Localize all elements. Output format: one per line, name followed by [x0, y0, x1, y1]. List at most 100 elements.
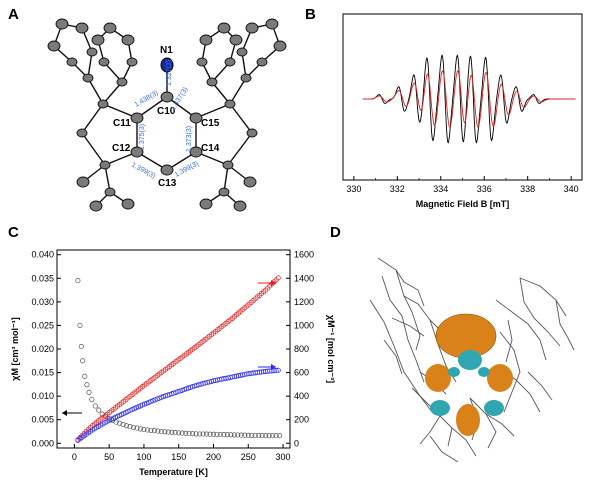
- chi-y-tick-label: 0.030: [31, 297, 54, 307]
- chi-data-point: [155, 428, 161, 434]
- chi-data-point: [89, 396, 95, 402]
- atom-label-c10: C10: [157, 106, 176, 117]
- orbital-lobes: [425, 313, 513, 436]
- chi-x-tick-label: 250: [241, 452, 256, 462]
- chi-data-point: [221, 432, 227, 438]
- chi-y-tick-label: 0.010: [31, 391, 54, 401]
- epr-x-tick-label: 330: [346, 184, 361, 194]
- chi-x-tick-label: 50: [104, 452, 114, 462]
- chi-data-point: [214, 431, 220, 437]
- chi-data-point: [266, 433, 272, 439]
- chi-data-point: [117, 420, 123, 426]
- atom-label-c13: C13: [158, 178, 177, 189]
- chi-y-tick-label: 0.015: [31, 368, 54, 378]
- chi-y-tick-label: 0.020: [31, 344, 54, 354]
- panel-label-a: A: [8, 6, 19, 23]
- panel-label-b: B: [305, 6, 316, 23]
- panel-label-c: C: [8, 224, 19, 241]
- chi-data-point: [190, 431, 196, 437]
- epr-spectrum-chart: 330 332 334 336 338 340 Magnetic Field B [mT]: [342, 13, 583, 209]
- chi-data-point: [270, 433, 276, 439]
- chi-x-axis-label: Temperature [K]: [139, 467, 208, 477]
- chi-y-right-tick-label: 200: [294, 415, 309, 425]
- chi-data-point: [193, 431, 199, 437]
- thermal-ellipsoids: [47, 18, 287, 212]
- chi-data-point: [217, 431, 223, 438]
- chi-y-tick-label: 0.000: [31, 438, 54, 448]
- chi-y-right-tick-label: 800: [294, 344, 309, 354]
- atom-label-n1: N1: [160, 45, 173, 56]
- chi-data-point: [197, 431, 203, 437]
- chi-data-point: [82, 373, 88, 379]
- inverse-chi-fit-point: [273, 367, 279, 374]
- panel-label-d: D: [330, 224, 341, 241]
- chi-data-point: [224, 432, 230, 438]
- chi-data-point: [172, 430, 178, 436]
- chi-data-point: [77, 322, 83, 328]
- chi-x-tick-label: 300: [276, 452, 291, 462]
- chi-data-point: [259, 433, 265, 439]
- epr-experimental-trace: [362, 54, 576, 144]
- chi-y-tick-label: 0.005: [31, 415, 54, 425]
- atom-label-c14: C14: [201, 143, 220, 154]
- chi-data-point: [207, 431, 213, 437]
- chi-data-point: [242, 432, 248, 438]
- chi-y-right-tick-label: 1200: [294, 297, 314, 307]
- chi-data-point: [124, 423, 130, 429]
- atom-label-c11: C11: [113, 118, 131, 129]
- chi-x-tick-label: 200: [206, 452, 221, 462]
- chi-data-point: [92, 403, 98, 409]
- chi-data-point: [245, 432, 251, 438]
- chi-data-point: [137, 426, 144, 432]
- chi-data-point: [148, 427, 154, 433]
- chi-data-point: [169, 429, 175, 435]
- chi-y-tick-label: 0.035: [31, 273, 54, 283]
- epr-x-tick-label: 334: [433, 184, 448, 194]
- chi-y-tick-label: 0.025: [31, 320, 54, 330]
- chi-data-point: [80, 358, 86, 364]
- chi-data-point: [130, 424, 137, 430]
- atom-label-c15: C15: [201, 118, 220, 129]
- chi-axis-arrow-head: [62, 410, 67, 416]
- chi-y-right-axis-label: χM⁻¹ [mol cm⁻³]: [326, 315, 336, 383]
- chi-data-point: [75, 278, 81, 284]
- chi-y-right-tick-label: 600: [294, 368, 309, 378]
- chi-y-right-tick-label: 0: [294, 438, 299, 448]
- chi-data-point: [84, 382, 90, 388]
- chi-data-point: [256, 433, 262, 439]
- chi-y-right-tick-label: 400: [294, 391, 309, 401]
- chi-data-point: [277, 433, 283, 439]
- chi-data-point: [179, 430, 185, 436]
- epr-x-tick-label: 332: [390, 184, 405, 194]
- chi-data-point: [127, 424, 133, 430]
- chi-data-point: [141, 427, 147, 433]
- epr-x-tick-label: 340: [564, 184, 579, 194]
- chi-y-axis-label: χM [cm³ mol⁻¹]: [10, 317, 20, 380]
- chi-data-point: [78, 344, 84, 350]
- nitrogen-atom: [160, 57, 174, 73]
- chi-data-point: [158, 428, 164, 435]
- chi-data-point: [235, 432, 241, 438]
- chi-x-tick-label: 150: [171, 452, 186, 462]
- chi-x-tick-label: 0: [72, 452, 77, 462]
- chi-y-right-tick-label: 1000: [294, 320, 314, 330]
- atom-label-c12: C12: [112, 143, 131, 154]
- epr-x-tick-label: 336: [477, 184, 492, 194]
- inverse-chi-axis-arrow-head: [271, 280, 276, 286]
- chi-y-right-tick-label: 1600: [294, 250, 314, 260]
- chi-data-point: [228, 432, 234, 438]
- chi-data-point: [273, 433, 279, 439]
- inverse-chi-fit-axis-arrow-head: [271, 364, 276, 370]
- epr-x-tick-label: 338: [520, 184, 535, 194]
- chi-data-point: [186, 430, 192, 437]
- epr-x-axis-label: Magnetic Field B [mT]: [416, 199, 510, 209]
- chi-data-point: [210, 431, 217, 437]
- epr-simulated-trace: [362, 70, 576, 128]
- chi-data-point: [231, 432, 237, 438]
- chi-data-point: [120, 422, 126, 428]
- bond-length-c11-c12: 1.375(3): [139, 124, 146, 150]
- crystal-structure: N1 C10 C11 C12 C13 C14 C15 1.327(2) 1.43…: [47, 18, 287, 212]
- chi-data-point: [96, 407, 102, 413]
- chi-data-point: [151, 428, 157, 434]
